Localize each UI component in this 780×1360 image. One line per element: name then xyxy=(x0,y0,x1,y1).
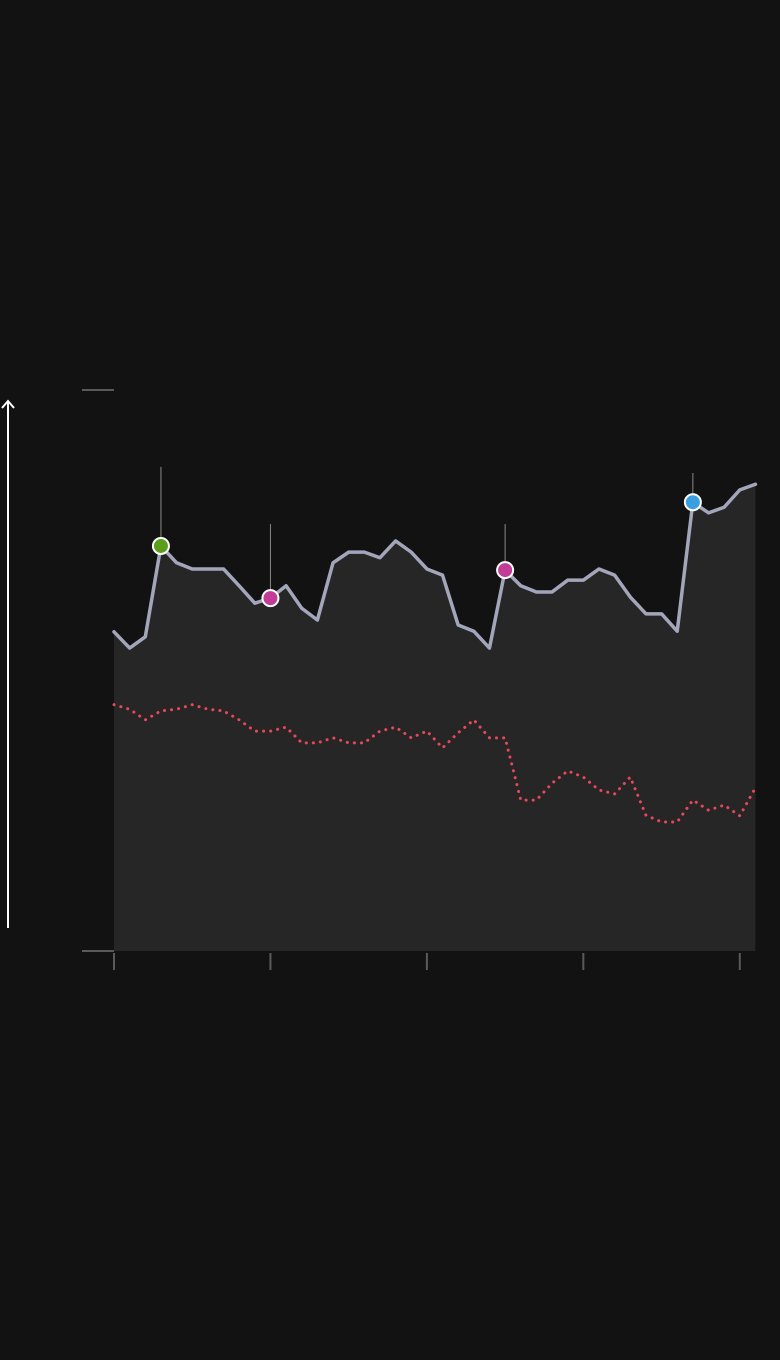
line xyxy=(112,703,757,824)
line xyxy=(112,482,758,650)
event-marker xyxy=(496,561,515,580)
event-marker xyxy=(261,589,280,608)
area xyxy=(114,484,756,951)
y-axis-arrowhead xyxy=(1,399,15,409)
event-marker xyxy=(151,536,170,555)
event-marker xyxy=(683,493,702,512)
